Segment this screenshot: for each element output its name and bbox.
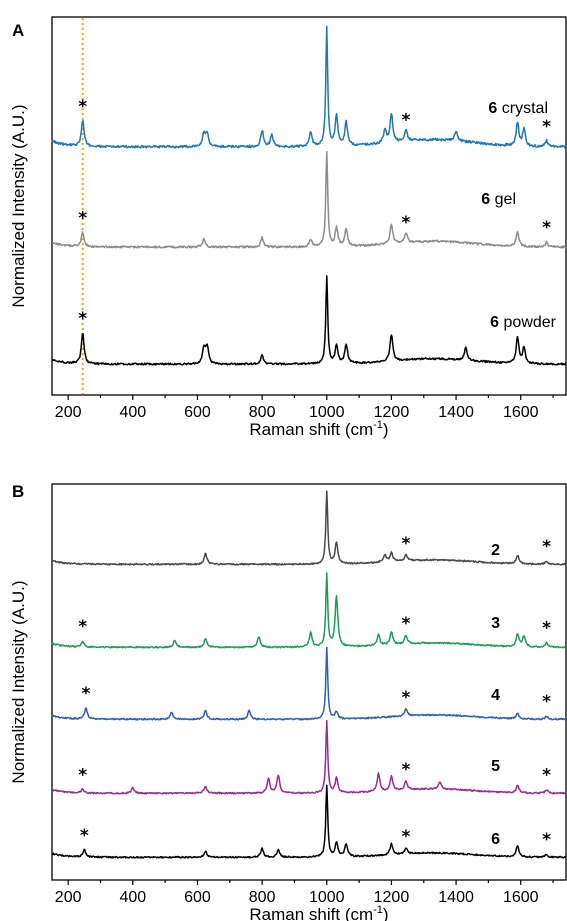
asterisk-marker: * <box>402 760 411 780</box>
x-tick-label: 1200 <box>374 889 410 906</box>
x-tick-label: 1400 <box>438 889 474 906</box>
asterisk-marker: * <box>81 684 90 704</box>
asterisk-marker: * <box>78 617 87 637</box>
series-label: 6 powder <box>490 314 557 331</box>
spectrum-line-6-gel <box>51 150 567 249</box>
asterisk-marker: * <box>402 111 411 131</box>
asterisk-marker: * <box>78 765 87 785</box>
series-label: 3 <box>491 615 500 632</box>
asterisk-marker: * <box>402 213 411 233</box>
spectrum-line-6-powder <box>51 275 567 366</box>
plot-frame <box>51 16 567 396</box>
asterisk-marker: * <box>78 97 87 117</box>
spectrum-line-4 <box>51 646 567 721</box>
x-tick-label: 1600 <box>503 404 539 421</box>
asterisk-marker: * <box>542 830 551 850</box>
x-tick-label: 600 <box>184 404 211 421</box>
asterisk-marker: * <box>542 692 551 712</box>
x-tick-label: 400 <box>119 404 146 421</box>
asterisk-marker: * <box>542 218 551 238</box>
asterisk-marker: * <box>402 827 411 847</box>
y-axis-title: Normalized Intensity (A.U.) <box>9 104 28 307</box>
spectrum-line-6-crystal <box>51 25 567 149</box>
series-label: 5 <box>491 758 500 775</box>
x-tick-label: 1400 <box>438 404 474 421</box>
x-tick-label: 1000 <box>309 404 345 421</box>
asterisk-marker: * <box>542 765 551 785</box>
x-tick-label: 200 <box>55 404 82 421</box>
panel-A: A 200 400 600 800 1000 1200 1400 1600 Raman shift… <box>9 16 567 439</box>
spectrum-line-6 <box>51 784 567 859</box>
plot-frame <box>51 483 567 881</box>
spectrum-line-2 <box>51 490 567 566</box>
spectrum-line-3 <box>51 572 567 649</box>
x-axis-title: Raman shift (cm-1) <box>249 904 388 921</box>
series-label: 2 <box>491 542 500 559</box>
asterisk-marker: * <box>402 614 411 634</box>
x-tick-label: 1600 <box>503 889 539 906</box>
x-tick-label: 600 <box>184 889 211 906</box>
panel-letter: A <box>12 21 24 40</box>
series-label: 6 <box>491 831 500 848</box>
x-tick-label: 800 <box>249 404 276 421</box>
panel-letter: B <box>12 482 24 501</box>
x-tick-label: 1200 <box>374 404 410 421</box>
series-label: 4 <box>491 687 500 704</box>
asterisk-marker: * <box>78 309 87 329</box>
x-tick-label: 1000 <box>309 889 345 906</box>
panel-B: B 200 400 600 800 1000 1200 1400 1600 Raman shift… <box>9 482 567 921</box>
x-tick-label: 400 <box>119 889 146 906</box>
spectrum-line-5 <box>51 719 567 795</box>
asterisk-marker: * <box>402 534 411 554</box>
x-axis-title: Raman shift (cm-1) <box>249 419 388 439</box>
series-label: 6 gel <box>481 191 516 208</box>
asterisk-marker: * <box>402 688 411 708</box>
x-tick-label: 200 <box>55 889 82 906</box>
asterisk-marker: * <box>542 117 551 137</box>
y-axis-title: Normalized Intensity (A.U.) <box>9 580 28 783</box>
x-tick-label: 800 <box>249 889 276 906</box>
asterisk-marker: * <box>542 619 551 639</box>
asterisk-marker: * <box>80 826 89 846</box>
asterisk-marker: * <box>542 537 551 557</box>
series-label: 6 crystal <box>488 100 548 117</box>
asterisk-marker: * <box>78 209 87 229</box>
